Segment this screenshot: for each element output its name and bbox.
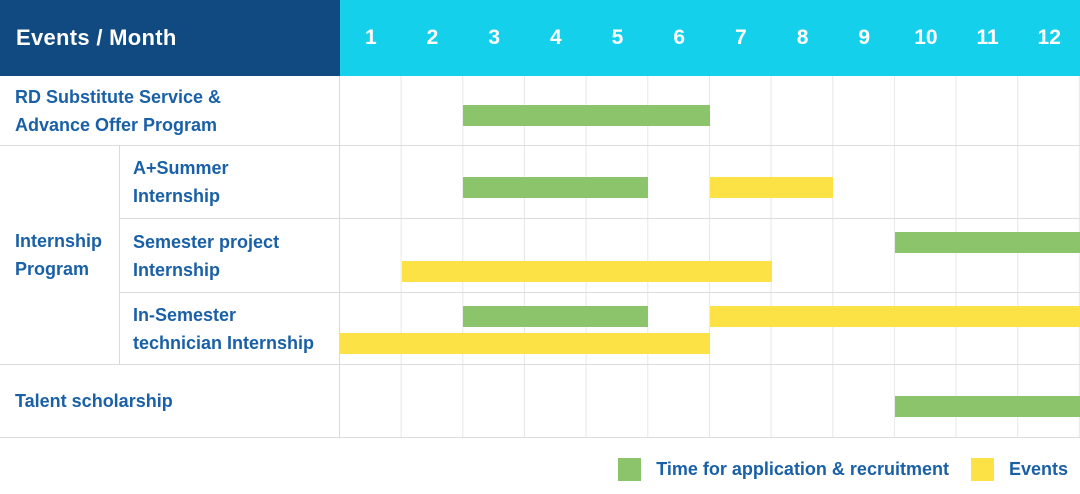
legend-label-events: Events [1008,458,1068,479]
month-header-4: 4 [550,26,562,49]
gantt-bar-recruitment [463,305,649,327]
month-header-12: 12 [1037,26,1061,49]
group-label-line: Program [15,259,90,279]
month-header-11: 11 [976,26,999,49]
gantt-track-a-plus-summer [340,146,1080,218]
month-axis: 1 2 3 4 5 6 7 8 9 10 11 12 [340,0,1080,76]
table-row: Semester project Internship [120,219,1080,293]
table-row: Talent scholarship [0,365,1080,438]
row-label-line: technician Internship [133,332,315,353]
month-header-1: 1 [364,26,377,49]
month-header-5: 5 [611,26,624,49]
month-header-9: 9 [858,26,871,49]
table-header-row: Events / Month 1 2 3 4 5 6 7 8 9 10 11 1… [0,0,1080,76]
row-label-line: Semester project [133,231,280,252]
gantt-bar-recruitment [463,105,710,127]
group-label-internship-program: Internship Program [0,146,120,364]
group-label-line: Internship [15,231,103,251]
chart-legend: Time for application & recruitment Event… [0,438,1080,494]
row-label-line: Internship [133,259,221,280]
month-header-3: 3 [488,26,501,49]
gantt-track-rd-substitute [340,76,1080,145]
gantt-bar-recruitment [463,177,649,199]
gantt-bar-events [340,333,710,355]
table-row: RD Substitute Service & Advance Offer Pr… [0,76,1080,146]
internship-program-group: Internship Program A+Summer Internship S… [0,146,1080,365]
month-header-7: 7 [735,26,747,49]
table-row: In-Semester technician Internship [120,293,1080,364]
yellow-swatch-icon [970,457,994,481]
month-header-10: 10 [914,26,938,49]
row-label-line: RD Substitute Service & [15,86,222,107]
group-rows: A+Summer Internship Semester project Int… [120,146,1080,364]
gantt-track-in-semester-technician [340,293,1080,364]
row-label-a-plus-summer: A+Summer Internship [120,146,340,218]
row-label-talent-scholarship: Talent scholarship [0,365,340,437]
gantt-bar-events [710,177,834,199]
gantt-track-talent-scholarship [340,365,1080,437]
gantt-bar-events [710,305,1080,327]
month-header-8: 8 [796,26,809,49]
legend-item-events: Events [970,457,1068,481]
row-label-line: A+Summer [133,158,229,178]
legend-label-recruitment: Time for application & recruitment [656,458,949,479]
month-header-2: 2 [426,26,439,49]
green-swatch-icon [618,457,642,481]
row-label-rd-substitute: RD Substitute Service & Advance Offer Pr… [0,76,340,145]
row-label-line: In-Semester [133,304,237,325]
gantt-bar-recruitment [895,396,1080,418]
table-body: RD Substitute Service & Advance Offer Pr… [0,76,1080,438]
gantt-bar-recruitment [895,232,1080,254]
row-label-line: Advance Offer Program [15,114,218,135]
row-label-line: Internship [133,186,221,206]
row-label-in-semester-technician: In-Semester technician Internship [120,293,340,364]
row-label-line: Talent scholarship [15,391,173,411]
events-month-header: Events / Month [0,0,340,76]
gantt-bar-events [401,260,772,282]
row-label-semester-project: Semester project Internship [120,219,340,292]
legend-item-recruitment: Time for application & recruitment [618,457,949,481]
month-header-6: 6 [673,26,686,49]
gantt-track-semester-project [340,219,1080,292]
table-row: A+Summer Internship [120,146,1080,219]
